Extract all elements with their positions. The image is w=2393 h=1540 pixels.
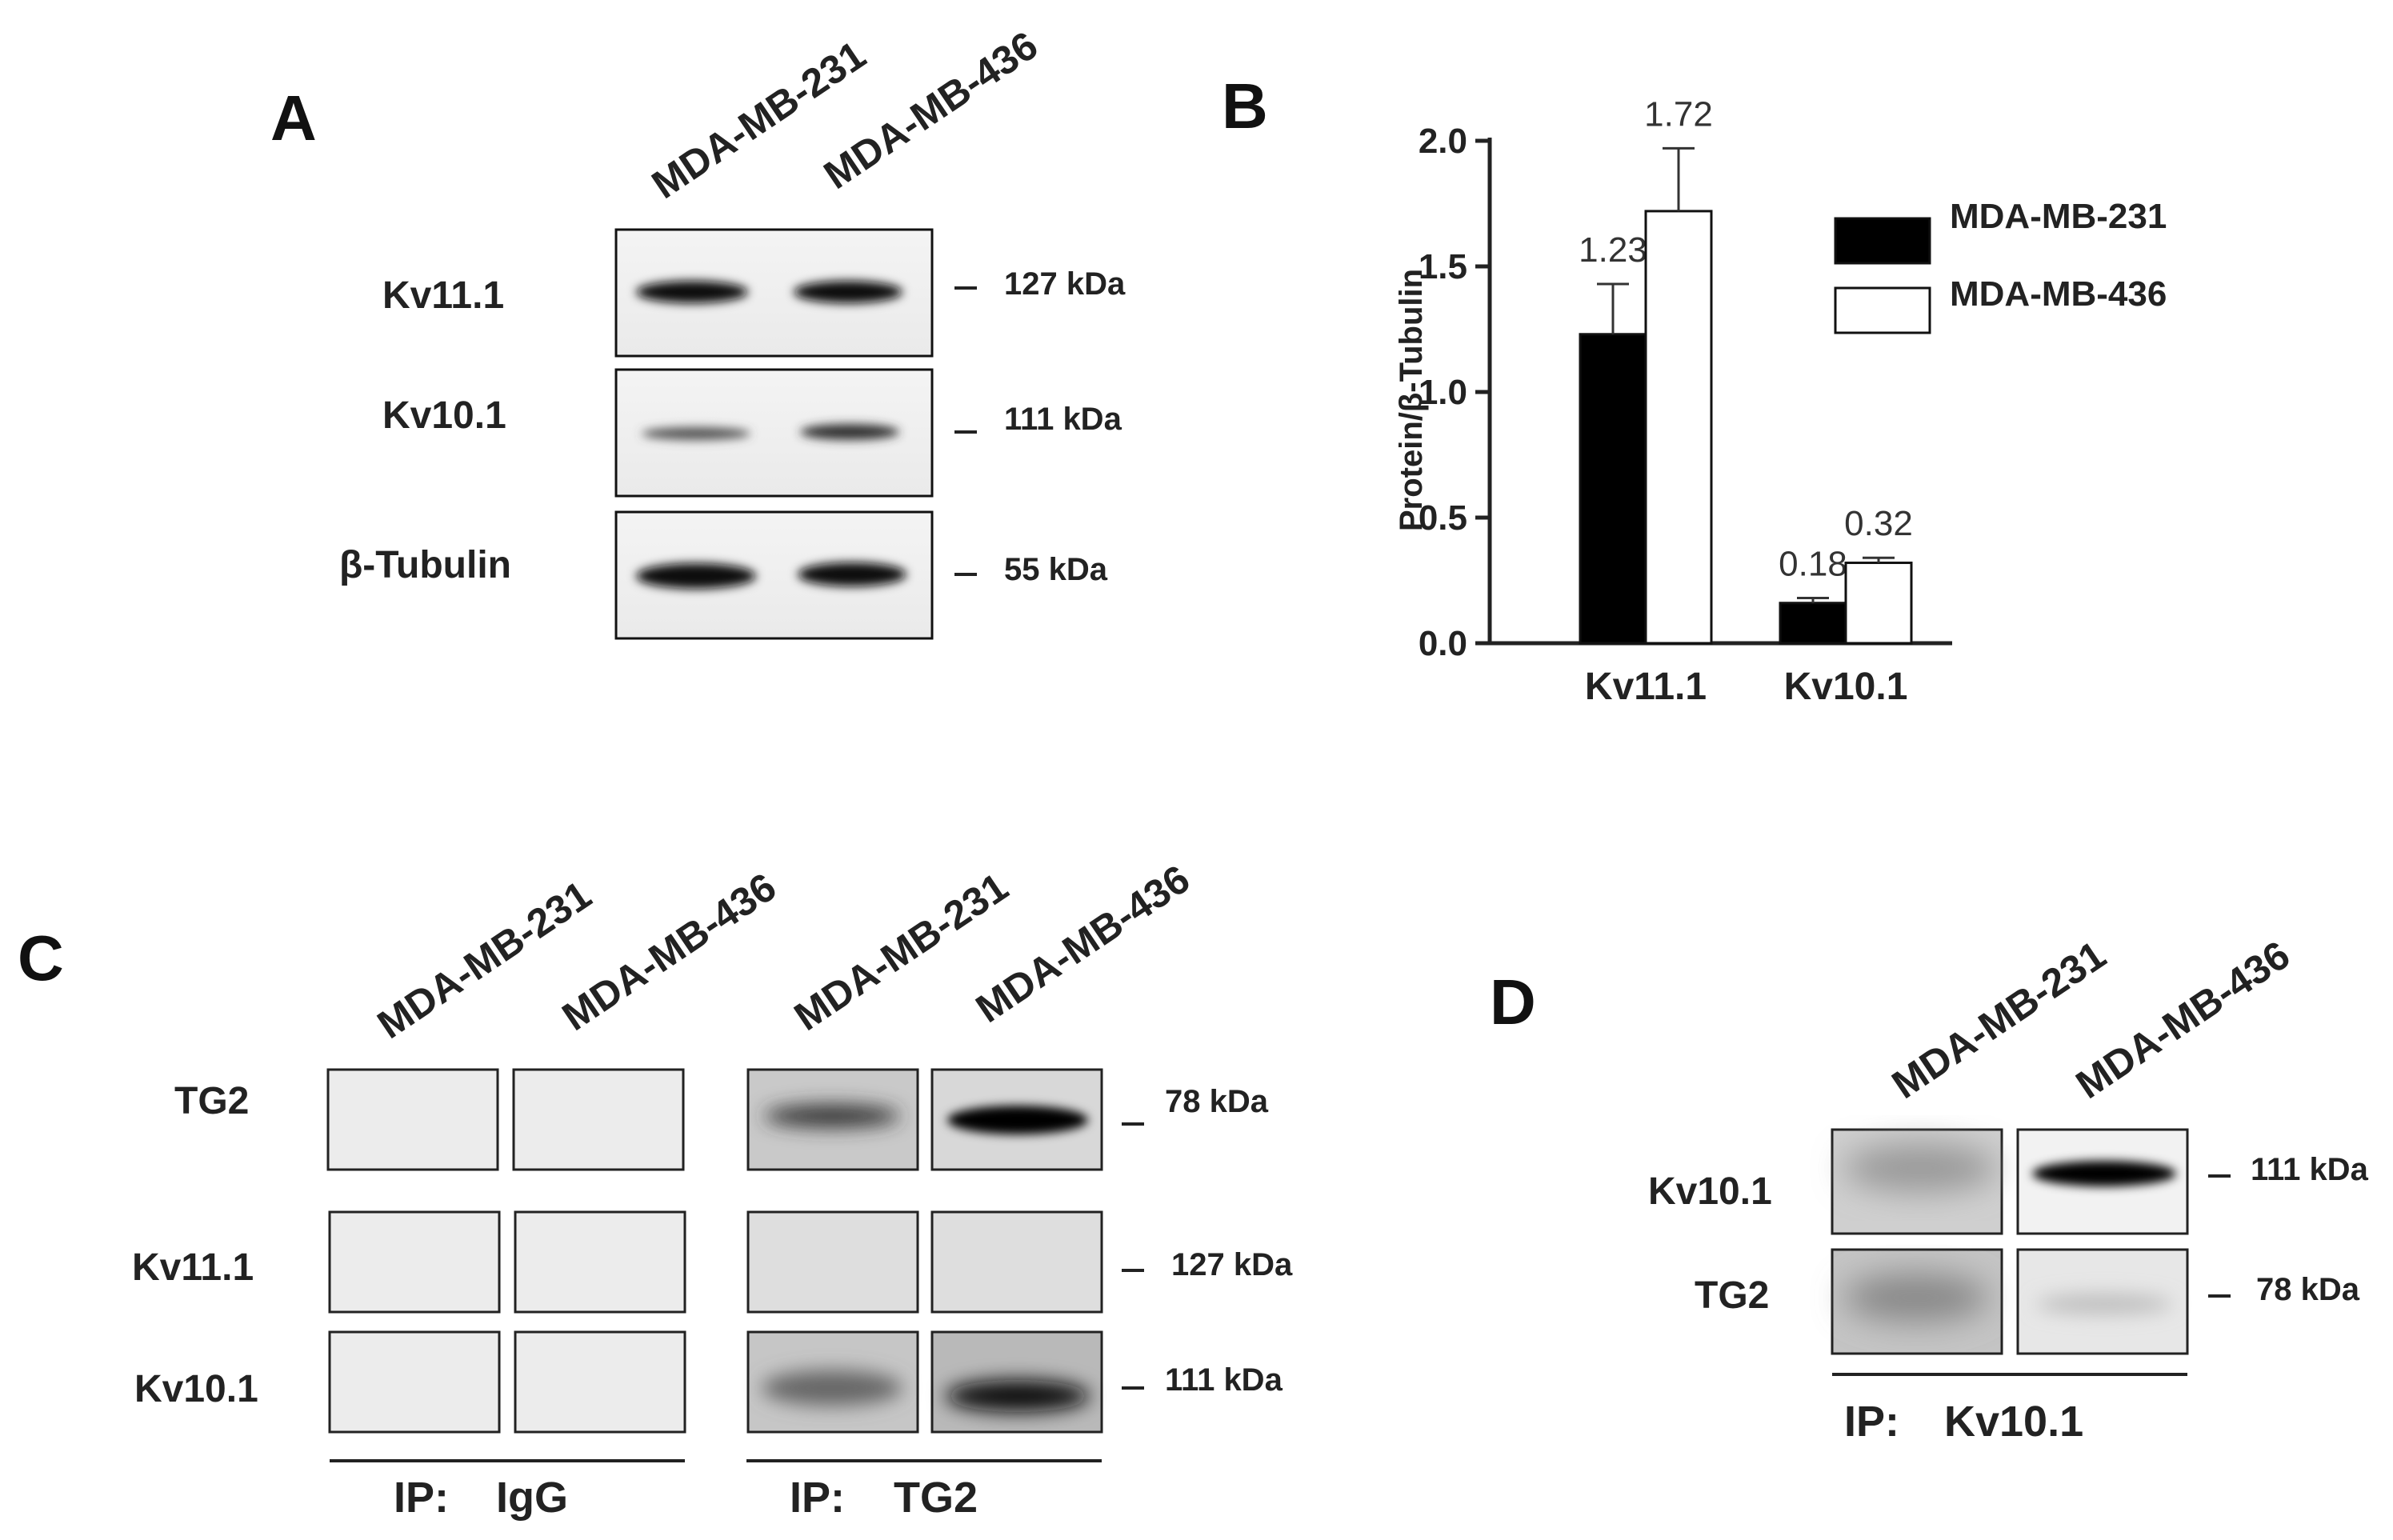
legend-label-0: MDA-MB-231 <box>1950 197 2167 236</box>
panel-d-letter: D <box>1490 966 1536 1038</box>
legend-swatch-1 <box>1834 286 1931 334</box>
panel-d-row-2-label: TG2 <box>1695 1274 1769 1317</box>
panel-c: C MDA-MB-231 MDA-MB-436 MDA-MB-231 MDA-M… <box>18 856 1293 1522</box>
panel-a-band-kv11-1-lane-2 <box>794 281 902 303</box>
panel-a-band-kv10-1-lane-1 <box>642 427 750 440</box>
panel-c-row-3-kda: 111 kDa <box>1165 1362 1283 1398</box>
data-label-Kv11.1-MDA-MB-231: 1.23 <box>1579 230 1647 270</box>
panel-a-row-2-kda: 111 kDa <box>1004 402 1122 437</box>
bar-Kv11.1-MDA-MB-231 <box>1579 333 1647 645</box>
panel-c-ip-tg2-name: TG2 <box>894 1474 978 1522</box>
panel-c-row-1-label: TG2 <box>174 1080 249 1122</box>
panel-a: A MDA-MB-231 MDA-MB-436 Kv11.1 127 kDa K… <box>270 22 1126 640</box>
data-label-Kv10.1-MDA-MB-231: 0.18 <box>1779 544 1847 583</box>
panel-c-letter: C <box>18 922 64 994</box>
legend-swatch-0 <box>1834 217 1931 265</box>
panel-a-band-tubulin-lane-1 <box>636 563 756 589</box>
panel-c-blot-tg2-igg-231 <box>326 1068 499 1171</box>
panel-d-row-1-kda: 111 kDa <box>2251 1152 2369 1187</box>
panel-c-ip-igg-name: IgG <box>496 1474 568 1522</box>
panel-c-lane-1-label: MDA-MB-231 <box>370 872 599 1047</box>
panel-c-lane-2-label: MDA-MB-436 <box>554 864 784 1039</box>
panel-c-blot-kv11-igg-231 <box>328 1210 501 1314</box>
y-tick-label-1: 0.5 <box>1419 498 1467 538</box>
panel-c-row-3-label: Kv10.1 <box>134 1368 258 1410</box>
panel-c-band-tg2-tg2-436 <box>947 1106 1088 1134</box>
bar-Kv10.1-MDA-MB-231 <box>1779 602 1847 645</box>
panel-a-band-tubulin-lane-2 <box>798 562 906 586</box>
panel-b: B 0.0 0.5 1.0 1.5 2.0 Protein/β-Tubulin 1.23 1.… <box>1222 70 2167 708</box>
panel-c-row-1-kda: 78 kDa <box>1165 1084 1269 1119</box>
panel-d-row-1-label: Kv10.1 <box>1648 1170 1772 1213</box>
bar-Kv11.1-MDA-MB-436 <box>1644 210 1713 645</box>
panel-a-row-3-kda: 55 kDa <box>1004 552 1108 587</box>
panel-c-ip-tg2-prefix: IP: <box>790 1474 845 1522</box>
panel-c-row-2-kda: 127 kDa <box>1171 1247 1293 1282</box>
bar-Kv10.1-MDA-MB-436 <box>1844 562 1913 645</box>
y-tick-label-0: 0.0 <box>1419 624 1467 663</box>
x-category-label-1: Kv10.1 <box>1784 666 1908 708</box>
panel-c-band-tg2-tg2-231 <box>764 1105 900 1127</box>
panel-a-row-1-label: Kv11.1 <box>382 274 504 317</box>
panel-b-letter: B <box>1222 70 1268 142</box>
panel-d-row-2-kda: 78 kDa <box>2256 1272 2360 1307</box>
panel-d-band-kv10-231 <box>1844 1144 1996 1192</box>
panel-a-letter: A <box>270 82 317 154</box>
data-label-Kv11.1-MDA-MB-436: 1.72 <box>1644 94 1713 134</box>
panel-a-row-2-label: Kv10.1 <box>382 394 506 437</box>
x-category-label-0: Kv11.1 <box>1585 666 1707 708</box>
panel-d-band-tg2-231 <box>1844 1274 1988 1322</box>
panel-a-band-kv10-1-lane-2 <box>800 424 899 440</box>
panel-c-blot-kv10-igg-436 <box>514 1330 686 1434</box>
panel-b-chart: 0.0 0.5 1.0 1.5 2.0 Protein/β-Tubulin 1.23 1.72… <box>1394 94 2167 708</box>
panel-d-ip-prefix: IP: <box>1844 1398 1899 1446</box>
panel-c-ip-igg-prefix: IP: <box>394 1474 449 1522</box>
y-axis-label: Protein/β-Tubulin <box>1394 269 1429 531</box>
panel-c-band-kv10-tg2-231 <box>762 1370 902 1406</box>
data-label-Kv10.1-MDA-MB-436: 0.32 <box>1844 504 1913 543</box>
panel-c-blot-kv11-tg2-436 <box>930 1210 1103 1314</box>
y-tick-label-4: 2.0 <box>1419 122 1467 161</box>
y-tick-label-3: 1.5 <box>1419 247 1467 286</box>
panel-a-band-kv11-1-lane-1 <box>636 281 748 303</box>
panel-d-band-kv10-436 <box>2032 1161 2176 1186</box>
panel-a-row-3-label: β-Tubulin <box>339 544 511 586</box>
y-tick-label-2: 1.0 <box>1419 373 1467 412</box>
panel-c-blot-tg2-igg-436 <box>512 1068 685 1171</box>
panel-c-blot-kv10-igg-231 <box>328 1330 501 1434</box>
panel-c-blot-kv11-igg-436 <box>514 1210 686 1314</box>
panel-c-blot-kv11-tg2-231 <box>746 1210 919 1314</box>
panel-c-row-2-label: Kv11.1 <box>132 1246 254 1289</box>
panel-c-band-kv10-tg2-436 <box>946 1380 1090 1412</box>
panel-d-ip-name: Kv10.1 <box>1944 1398 2083 1446</box>
panel-d: D MDA-MB-231 MDA-MB-436 Kv10.1 111 kDa T… <box>1490 932 2369 1446</box>
panel-a-row-1-kda: 127 kDa <box>1004 266 1126 302</box>
legend-label-1: MDA-MB-436 <box>1950 274 2167 314</box>
panel-d-band-tg2-436 <box>2036 1294 2172 1314</box>
